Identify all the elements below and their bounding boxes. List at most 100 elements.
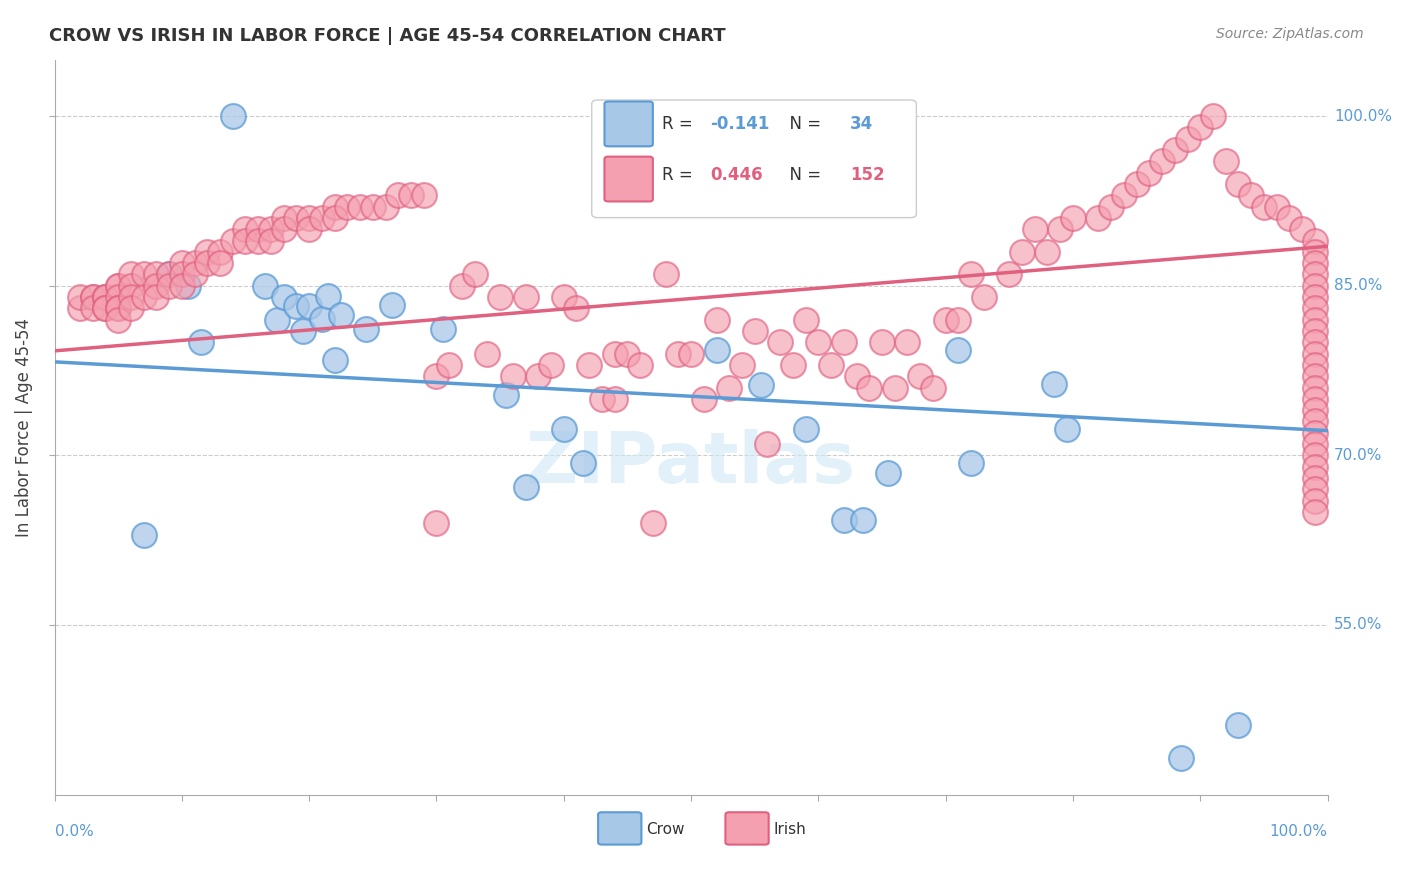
Point	[336, 200, 359, 214]
Point	[132, 290, 155, 304]
Point	[235, 234, 257, 248]
Point	[374, 200, 396, 214]
Point	[654, 268, 676, 282]
Point	[208, 256, 231, 270]
Point	[1125, 177, 1147, 191]
Point	[1164, 143, 1187, 157]
Point	[298, 299, 321, 313]
Point	[1227, 177, 1250, 191]
Text: 0.0%: 0.0%	[55, 824, 93, 839]
Point	[578, 358, 600, 372]
Point	[464, 268, 486, 282]
Point	[190, 335, 212, 350]
Point	[935, 312, 957, 326]
Point	[807, 335, 830, 350]
Point	[744, 324, 766, 338]
Point	[195, 244, 218, 259]
Point	[157, 278, 180, 293]
Point	[794, 312, 817, 326]
Point	[323, 353, 346, 368]
Point	[183, 268, 205, 282]
Point	[540, 358, 562, 372]
Text: CROW VS IRISH IN LABOR FORCE | AGE 45-54 CORRELATION CHART: CROW VS IRISH IN LABOR FORCE | AGE 45-54…	[49, 27, 725, 45]
Point	[896, 335, 918, 350]
Point	[515, 480, 537, 494]
Point	[82, 290, 104, 304]
Point	[477, 346, 499, 360]
Point	[82, 301, 104, 316]
Point	[1189, 120, 1212, 135]
Point	[948, 312, 970, 326]
Point	[1303, 290, 1326, 304]
Point	[666, 346, 689, 360]
Text: 85.0%: 85.0%	[1334, 278, 1382, 293]
Point	[1303, 335, 1326, 350]
Point	[948, 343, 970, 358]
Point	[222, 234, 245, 248]
Point	[1303, 369, 1326, 384]
Point	[1303, 301, 1326, 316]
Point	[183, 256, 205, 270]
Point	[273, 211, 295, 225]
Text: R =: R =	[662, 114, 697, 133]
Point	[1303, 234, 1326, 248]
Point	[94, 290, 117, 304]
Text: -0.141: -0.141	[710, 114, 769, 133]
Point	[298, 222, 321, 236]
Text: 70.0%: 70.0%	[1334, 448, 1382, 463]
Point	[132, 268, 155, 282]
Point	[273, 290, 295, 304]
Point	[399, 188, 422, 202]
Point	[425, 516, 447, 531]
Point	[349, 200, 371, 214]
Point	[1099, 200, 1122, 214]
Point	[107, 278, 129, 293]
Point	[489, 290, 512, 304]
Point	[1137, 166, 1160, 180]
Point	[1150, 154, 1173, 169]
Point	[1112, 188, 1135, 202]
Point	[877, 467, 900, 481]
Point	[170, 278, 193, 293]
Point	[1303, 268, 1326, 282]
Text: Irish: Irish	[773, 822, 807, 837]
Point	[502, 369, 524, 384]
Point	[706, 312, 728, 326]
Point	[222, 109, 245, 123]
Point	[69, 301, 91, 316]
Point	[603, 346, 626, 360]
Point	[858, 380, 880, 394]
Point	[94, 301, 117, 316]
Point	[247, 222, 270, 236]
Point	[381, 298, 404, 312]
Point	[756, 437, 779, 451]
Point	[1303, 505, 1326, 519]
Point	[782, 358, 804, 372]
Point	[285, 211, 308, 225]
Point	[603, 392, 626, 406]
Point	[323, 211, 346, 225]
Point	[157, 268, 180, 282]
Point	[1024, 222, 1046, 236]
Point	[1303, 278, 1326, 293]
Text: 55.0%: 55.0%	[1334, 617, 1382, 632]
Point	[273, 222, 295, 236]
Point	[1043, 377, 1066, 392]
Point	[769, 335, 792, 350]
Point	[852, 513, 875, 527]
Point	[1215, 154, 1237, 169]
Point	[260, 222, 283, 236]
Point	[107, 290, 129, 304]
Point	[1303, 380, 1326, 394]
Point	[1303, 493, 1326, 508]
Point	[960, 268, 983, 282]
Point	[718, 380, 741, 394]
Point	[145, 278, 167, 293]
Point	[120, 268, 142, 282]
Text: Crow: Crow	[647, 822, 685, 837]
Point	[412, 188, 434, 202]
Point	[361, 200, 384, 214]
Point	[387, 188, 409, 202]
Point	[1177, 132, 1199, 146]
Point	[1303, 403, 1326, 417]
